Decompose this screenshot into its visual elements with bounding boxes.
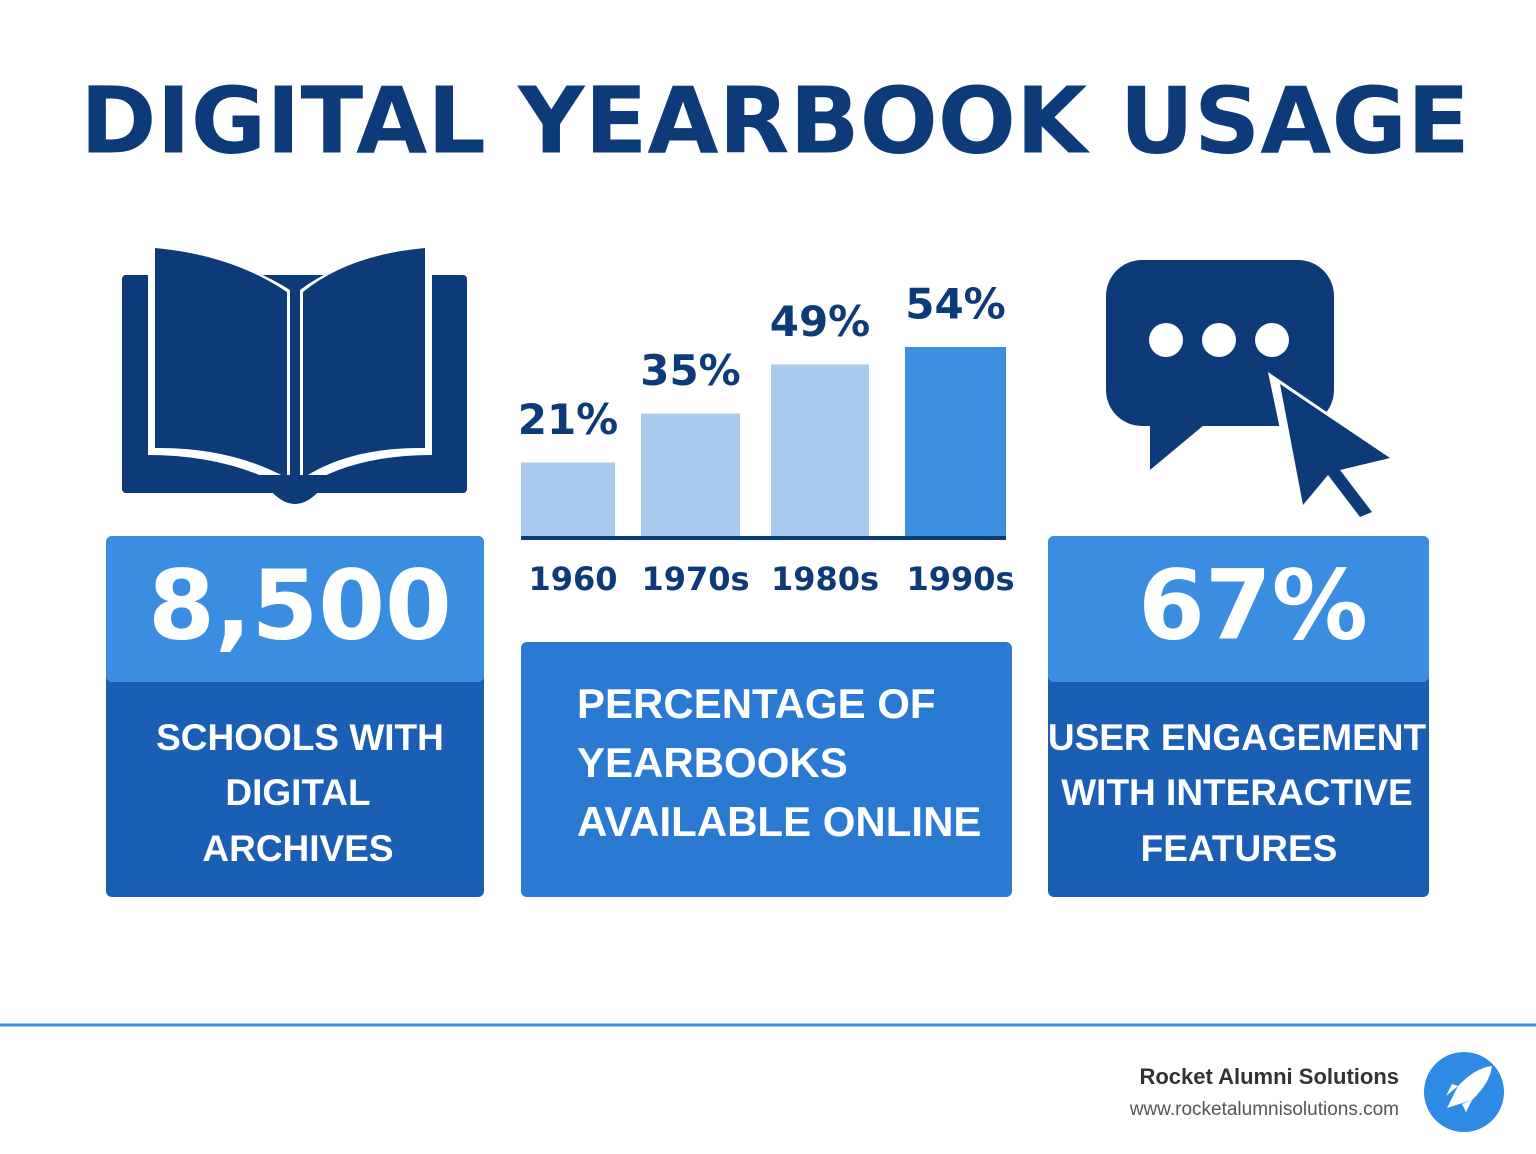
stat-value: 8,500 [148,549,452,661]
value-label: 21% [518,395,619,444]
value-label: 35% [640,346,741,395]
url: www.rocketalumnisolutions.com [1129,1099,1399,1120]
stat-value: 67% [1138,549,1368,661]
bar [771,364,869,536]
logo [1424,1052,1504,1132]
stat-label: WITH INTERACTIVE [1061,772,1412,813]
stat-card-top [106,536,484,682]
chat-icon [1106,260,1400,522]
stat-label: DIGITAL [225,772,370,813]
bar [521,462,615,536]
category-label: 1960 [528,560,617,598]
value-label: 49% [770,297,871,346]
chart-caption: PERCENTAGE OF [577,680,936,727]
stat-label: SCHOOLS WITH [156,717,444,758]
caption-card [521,642,1012,897]
bar [641,413,740,536]
category-label: 1990s [906,560,1014,598]
stat-label: FEATURES [1141,828,1338,869]
bar [905,347,1006,536]
stat-card-top [1048,536,1429,682]
value-label: 54% [905,280,1006,329]
stat-label: USER ENGAGEMENT [1048,717,1427,758]
stat-label: ARCHIVES [202,828,393,869]
book-icon [122,248,467,504]
title: DIGITAL YEARBOOK USAGE [80,67,1470,174]
chart-caption: YEARBOOKS [577,739,848,786]
company: Rocket Alumni Solutions [1139,1064,1399,1089]
category-label: 1980s [771,560,879,598]
category-label: 1970s [641,560,749,598]
chart-caption: AVAILABLE ONLINE [577,798,981,845]
